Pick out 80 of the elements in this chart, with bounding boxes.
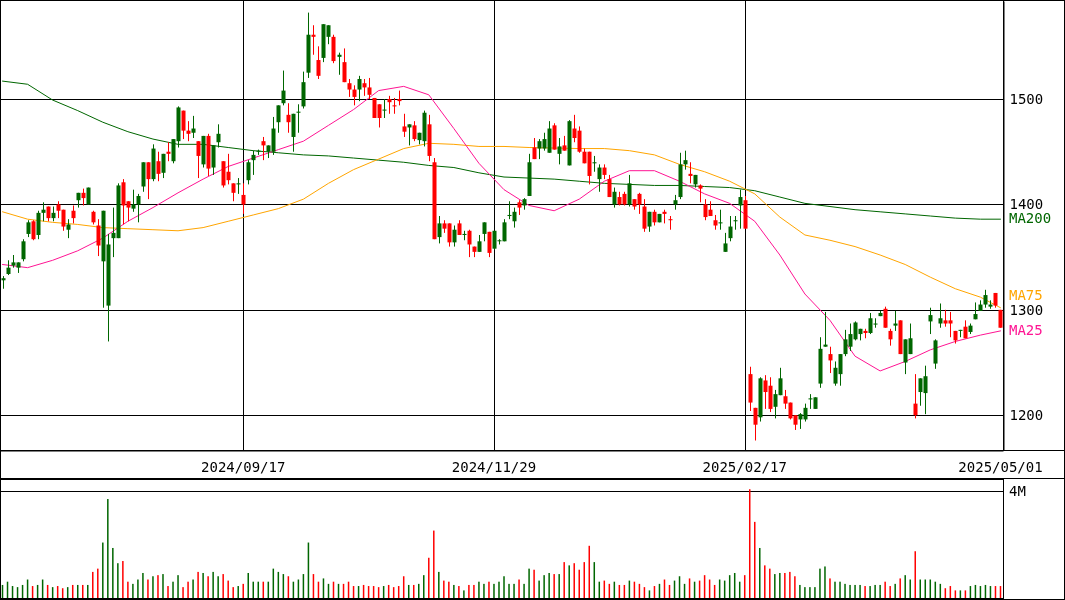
- y-tick-label: 1300: [1009, 301, 1044, 318]
- candlestick: [597, 163, 602, 193]
- y-tick-label: 1500: [1009, 91, 1044, 107]
- candlestick: [452, 225, 457, 248]
- candlestick: [156, 151, 161, 182]
- candlestick: [728, 215, 733, 242]
- candlestick: [261, 136, 266, 161]
- y-tick-label: 1400: [1009, 196, 1044, 213]
- ref-line-label: 4M: [1009, 482, 1026, 499]
- candlestick: [166, 141, 171, 162]
- candlestick: [186, 120, 191, 142]
- candlestick: [251, 150, 256, 176]
- candlestick: [938, 303, 943, 329]
- candlestick: [66, 218, 71, 239]
- x-tick-label: 2025/02/17: [702, 459, 787, 476]
- candlestick: [627, 174, 632, 208]
- series-label: MA25: [1009, 321, 1043, 338]
- candlestick: [482, 221, 487, 242]
- candlestick: [281, 70, 286, 106]
- candlestick: [161, 153, 166, 179]
- candlestick: [733, 215, 738, 231]
- candlestick: [36, 210, 41, 240]
- series-label: MA200: [1009, 210, 1052, 227]
- candlestick: [357, 75, 362, 102]
- candlestick: [236, 177, 241, 195]
- candlestick: [487, 231, 492, 258]
- candlestick: [31, 219, 36, 241]
- candlestick: [382, 98, 387, 119]
- candlestick: [933, 338, 938, 370]
- candlestick: [928, 307, 933, 335]
- candlestick: [668, 215, 673, 231]
- line-series: [2, 85, 1001, 372]
- candlestick: [181, 110, 186, 140]
- candlestick: [216, 123, 221, 148]
- candlestick: [276, 104, 281, 134]
- candlestick: [683, 150, 688, 171]
- candlestick: [718, 209, 723, 231]
- candlestick: [131, 189, 136, 213]
- candlestick: [893, 310, 898, 332]
- candlestick: [337, 52, 342, 76]
- candlestick: [688, 161, 693, 184]
- candlestick: [286, 102, 291, 134]
- x-tick-label: 2024/11/29: [451, 459, 537, 476]
- candlestick: [823, 311, 828, 348]
- candlestick: [753, 407, 758, 442]
- candlestick: [883, 306, 888, 329]
- candlestick: [723, 232, 728, 253]
- candlestick: [828, 346, 833, 374]
- candlestick: [96, 218, 101, 257]
- candlestick: [612, 187, 617, 209]
- candlestick: [291, 113, 296, 153]
- candlestick: [136, 193, 141, 223]
- candlestick: [407, 123, 412, 146]
- x-tick-label: 2025/05/01: [958, 459, 1043, 476]
- candlestick: [437, 215, 442, 244]
- candlestick: [21, 238, 26, 262]
- candlestick: [412, 120, 417, 142]
- y-tick-label: 1200: [1009, 407, 1044, 424]
- candlestick: [241, 182, 246, 215]
- candlestick: [211, 144, 216, 176]
- candlestick: [191, 115, 196, 139]
- candlestick: [467, 229, 472, 258]
- x-tick-label: 2024/09/17: [201, 459, 286, 476]
- candlestick: [642, 198, 647, 233]
- candlestick: [913, 373, 918, 419]
- candlestick: [392, 97, 397, 115]
- candlestick: [342, 47, 347, 83]
- candlestick: [296, 103, 301, 134]
- candlestick: [196, 140, 201, 179]
- candlestick: [146, 161, 151, 200]
- series-label: MA75: [1009, 286, 1043, 303]
- candlestick: [316, 45, 321, 80]
- candlestick: [246, 159, 251, 185]
- candlestick: [311, 24, 316, 56]
- candlestick: [592, 155, 597, 173]
- candlestick: [402, 113, 407, 138]
- candlestick: [367, 77, 372, 100]
- candlestick: [352, 84, 357, 106]
- candlestick: [557, 137, 562, 165]
- candlestick: [41, 201, 46, 222]
